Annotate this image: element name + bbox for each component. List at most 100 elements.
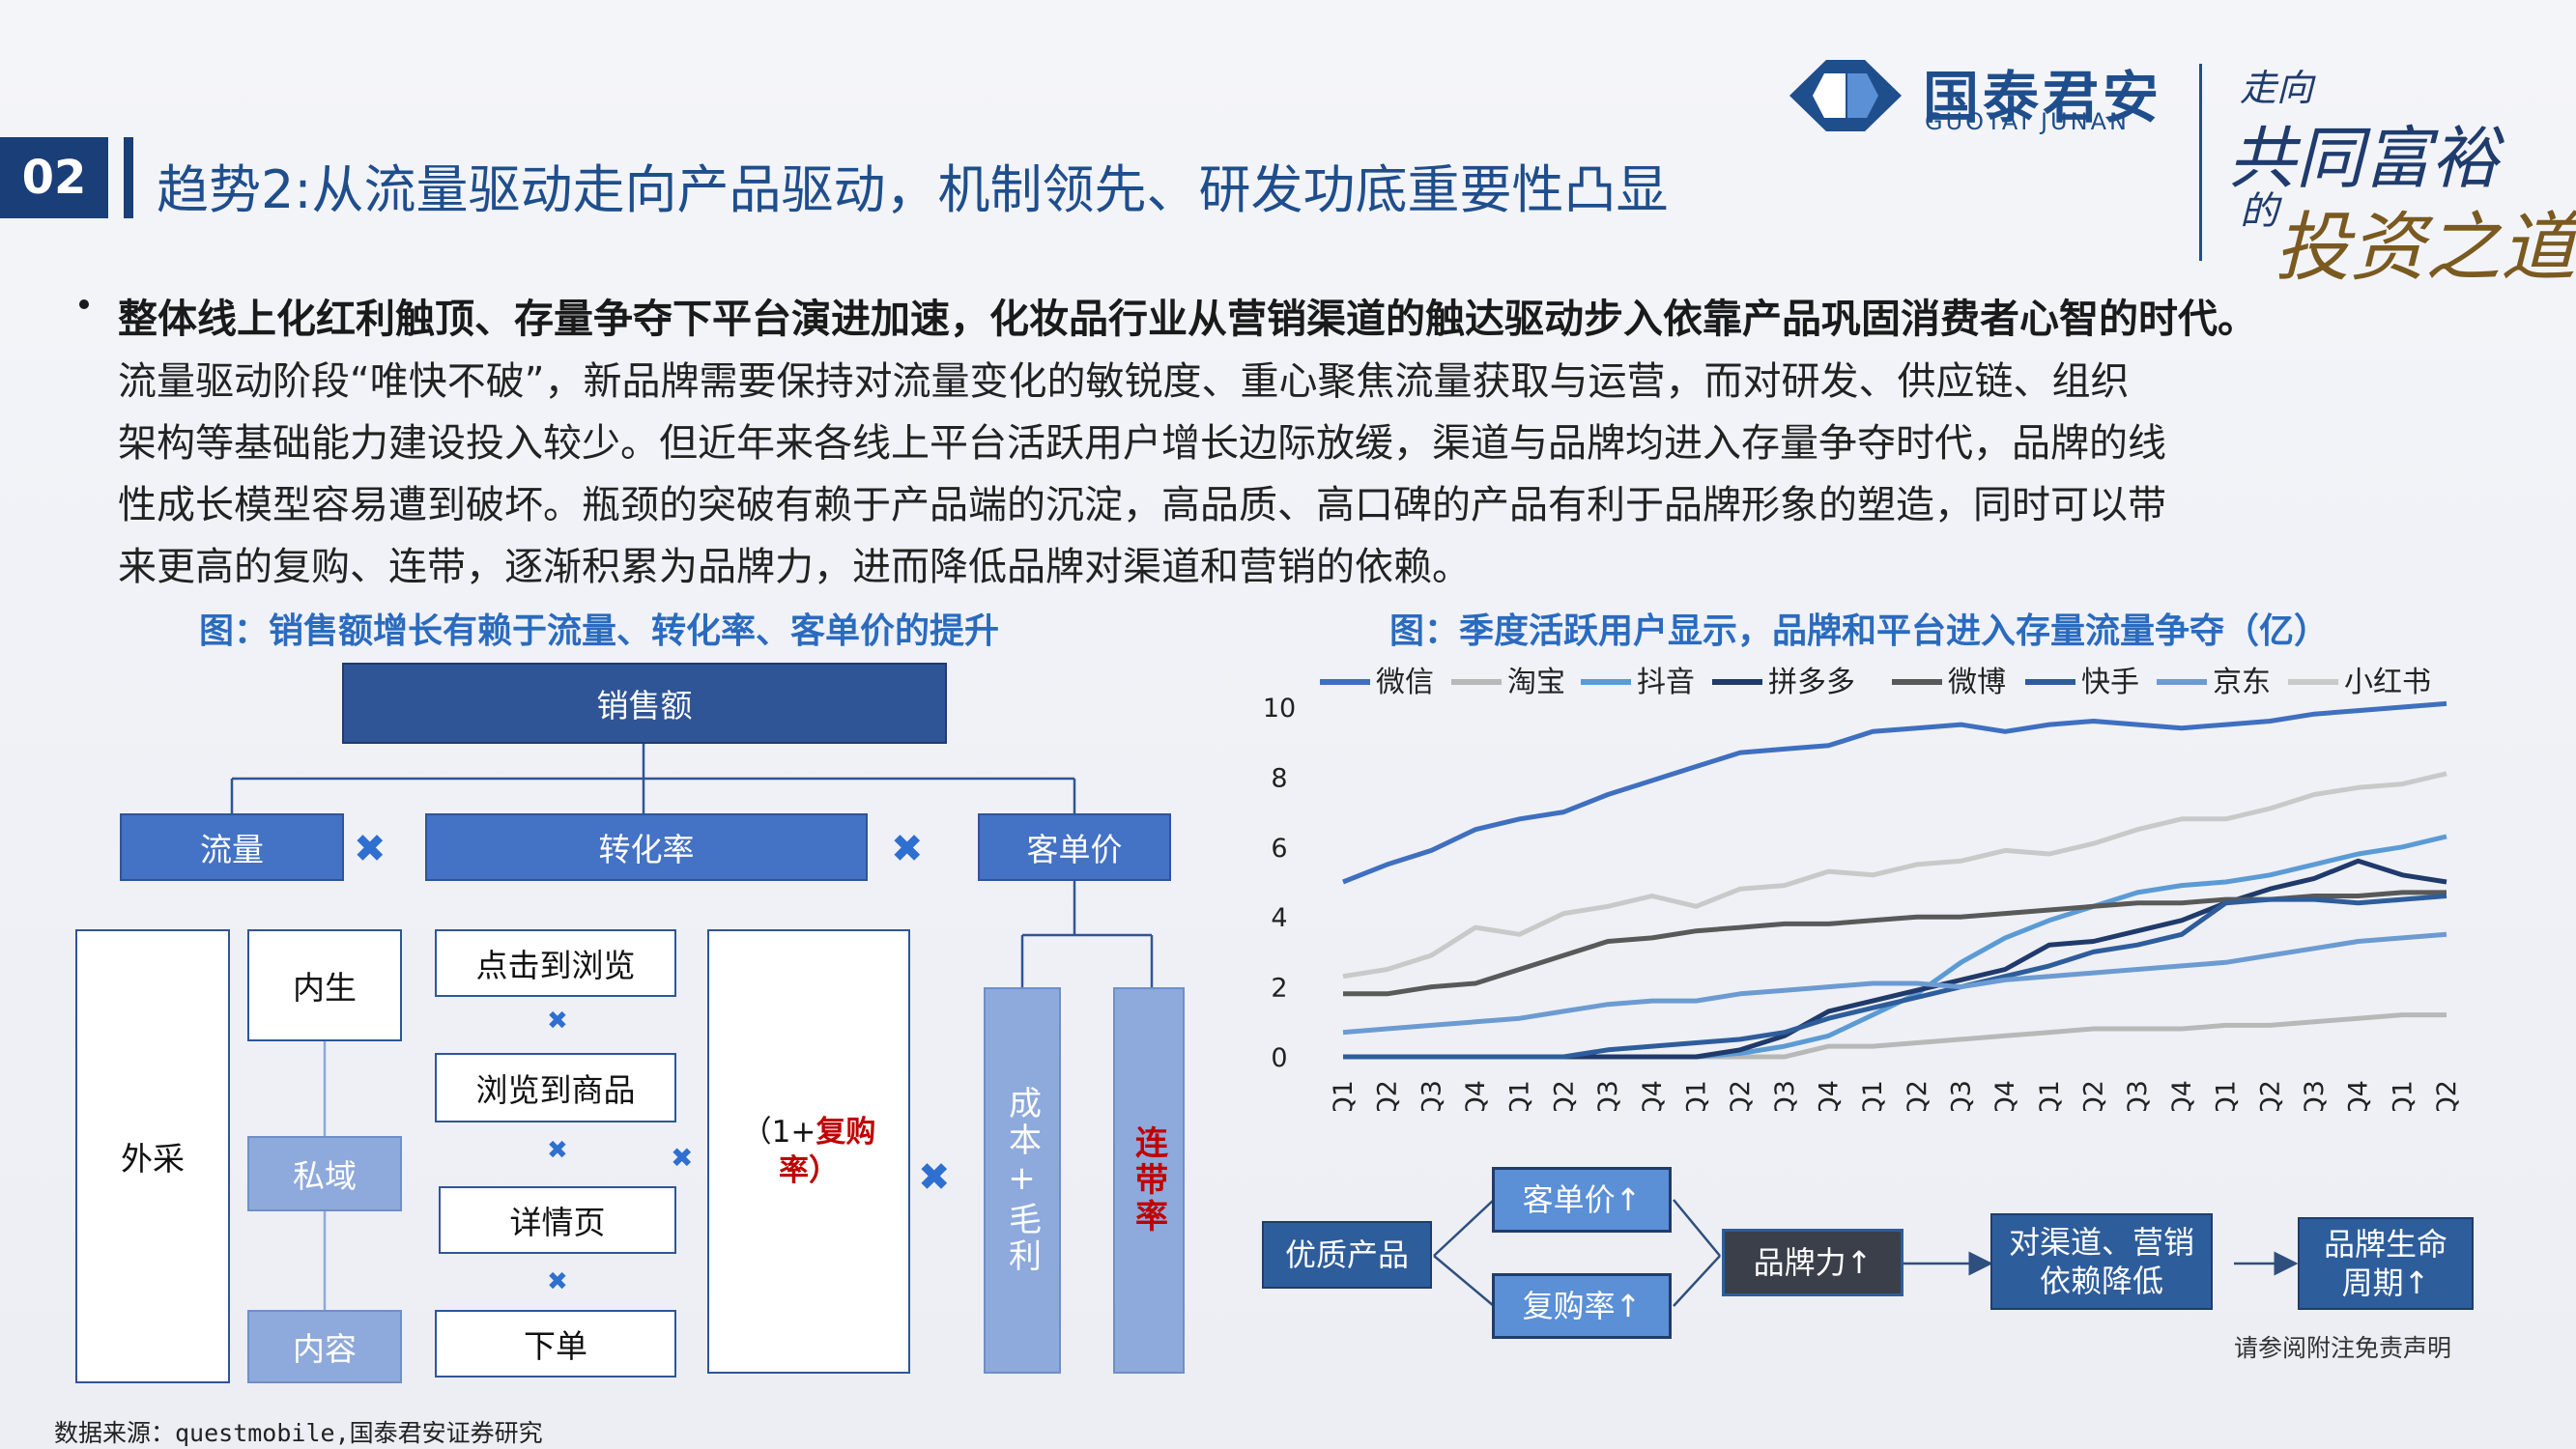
chart-legend: 微信 淘宝 抖音 拼多多 微博 快手 京东 小红书: [1320, 666, 2431, 699]
sales-label: 销售额: [596, 687, 693, 724]
content-label: 内容: [293, 1330, 357, 1368]
x-tick-label: 18Q2: [1903, 1080, 1932, 1111]
aov-label: 客单价: [1026, 831, 1123, 868]
legend-label: 微博: [1948, 666, 2006, 699]
less-dependence-box: 对渠道、营销依赖降低: [1990, 1213, 2213, 1310]
x-tick-label: 18Q1: [1858, 1080, 1888, 1111]
logo-text-english: GUOTAI JUNAN: [1925, 108, 2130, 135]
multiply-icon: ✖: [354, 827, 386, 871]
x-tick-label: 19Q3: [2123, 1080, 2153, 1111]
right-figure-caption: 图：季度活跃用户显示，品牌和平台进入存量流量争夺（亿）: [1389, 611, 2330, 651]
legend-label: 淘宝: [1507, 666, 1565, 699]
brand-power-up-label: 品牌力↑: [1753, 1244, 1873, 1281]
title-accent-bar: [124, 137, 133, 218]
x-tick-label: 19Q2: [2079, 1080, 2109, 1111]
x-tick-label: 15Q1: [1329, 1080, 1359, 1111]
y-tick-label: 4: [1271, 903, 1287, 933]
series-line-快手: [1343, 894, 2447, 1060]
traffic-label: 流量: [200, 831, 264, 868]
repurchase-box: （1+复购 率）: [707, 929, 910, 1374]
internal-label: 内生: [293, 969, 357, 1007]
flow-connectors: [1433, 1199, 2299, 1307]
sales-box: 销售额: [342, 663, 947, 744]
legend-label: 小红书: [2344, 666, 2431, 699]
slogan-top: 走向: [2240, 67, 2314, 109]
browse-to-product-box: 浏览到商品: [435, 1053, 676, 1122]
external-box: 外采: [75, 929, 230, 1383]
lifecycle-up-label: 品牌生命周期↑: [2323, 1226, 2447, 1301]
detail-page-box: 详情页: [439, 1186, 676, 1254]
private-domain-box: 私域: [247, 1136, 402, 1211]
aov-up-label: 客单价↑: [1522, 1181, 1642, 1218]
page-title: 趋势2:从流量驱动走向产品驱动，机制领先、研发功底重要性凸显: [157, 159, 1669, 220]
cost-margin-label: 成本+毛利: [1002, 1086, 1042, 1275]
disclaimer-note: 请参阅附注免责声明: [2234, 1334, 2452, 1362]
x-tick-label: 17Q1: [1681, 1080, 1711, 1111]
external-label: 外采: [121, 1140, 185, 1178]
x-tick-label: 21Q1: [2388, 1080, 2418, 1111]
quality-product-box: 优质产品: [1262, 1221, 1432, 1289]
section-number-badge: 02: [0, 137, 108, 218]
x-tick-label: 16Q2: [1549, 1080, 1579, 1111]
body-line: 架构等基础能力建设投入较少。但近年来各线上平台活跃用户增长边际放缓，渠道与品牌均…: [118, 421, 2166, 466]
slogan-small: 的: [2240, 189, 2278, 234]
x-tick-label: 21Q2: [2432, 1080, 2462, 1111]
click-to-browse-label: 点击到浏览: [475, 947, 636, 984]
series-line-微博: [1343, 890, 2447, 997]
attach-rate-box: 连带率: [1113, 987, 1185, 1374]
repurchase-suffix: 率）: [778, 1153, 839, 1188]
x-tick-label: 17Q4: [1814, 1080, 1844, 1111]
order-box: 下单: [435, 1310, 676, 1378]
y-tick-label: 6: [1271, 834, 1287, 864]
repurchase-up-label: 复购率↑: [1522, 1288, 1642, 1324]
x-tick-label: 15Q3: [1417, 1080, 1446, 1111]
aov-box: 客单价: [978, 813, 1171, 881]
y-tick-label: 2: [1271, 974, 1287, 1004]
multiply-icon: ✖: [547, 1267, 568, 1296]
multiply-icon: ✖: [547, 1136, 568, 1165]
x-tick-label: 20Q3: [2300, 1080, 2330, 1111]
series-line-微信: [1342, 700, 2447, 885]
order-label: 下单: [524, 1327, 587, 1365]
aov-up-box: 客单价↑: [1492, 1167, 1672, 1233]
repurchase-word: 复购: [816, 1114, 876, 1150]
x-tick-label: 15Q2: [1373, 1080, 1403, 1111]
x-tick-label: 19Q4: [2167, 1080, 2197, 1111]
body-line: 性成长模型容易遭到破坏。瓶颈的突破有赖于产品端的沉淀，高品质、高口碑的产品有利于…: [118, 483, 2166, 527]
logo-text-chinese: 国泰君安: [1923, 65, 2163, 130]
less-dependence-label: 对渠道、营销依赖降低: [2008, 1224, 2194, 1299]
legend-label: 微信: [1376, 666, 1434, 699]
series-line-小红书: [1342, 771, 2447, 980]
repurchase-up-box: 复购率↑: [1492, 1273, 1672, 1339]
slogan-main: 共同富裕: [2228, 119, 2499, 198]
body-line: 来更高的复购、连带，逐渐积累为品牌力，进而降低品牌对渠道和营销的依赖。: [118, 545, 1471, 589]
left-figure-caption: 图：销售额增长有赖于流量、转化率、客单价的提升: [199, 611, 1000, 651]
x-tick-label: 18Q3: [1947, 1080, 1977, 1111]
brand-power-up-box: 品牌力↑: [1722, 1229, 1903, 1296]
legend-label: 拼多多: [1768, 666, 1855, 699]
traffic-box: 流量: [120, 813, 344, 881]
private-domain-label: 私域: [293, 1157, 357, 1195]
x-tick-label: 17Q2: [1726, 1080, 1756, 1111]
chart-y-axis: 0 2 4 6 8 10: [1263, 694, 1296, 1073]
lifecycle-up-box: 品牌生命周期↑: [2298, 1217, 2474, 1310]
series-line-京东: [1342, 931, 2447, 1036]
multiply-icon: ✖: [918, 1155, 951, 1200]
x-tick-label: 16Q1: [1505, 1080, 1535, 1111]
repurchase-prefix: （1+: [741, 1114, 816, 1150]
multiply-icon: ✖: [891, 827, 924, 871]
internal-box: 内生: [247, 929, 402, 1041]
x-tick-label: 19Q1: [2035, 1080, 2065, 1111]
bullet-dot: [79, 299, 89, 309]
x-tick-label: 18Q4: [1990, 1080, 2020, 1111]
legend-label: 京东: [2213, 666, 2271, 699]
conversion-box: 转化率: [425, 813, 868, 881]
attach-rate-label: 连带率: [1129, 1125, 1168, 1236]
multiply-icon: ✖: [547, 1007, 568, 1036]
data-source-note: 数据来源：questmobile,国泰君安证券研究: [54, 1419, 543, 1447]
slogan-end: 投资之道: [2275, 205, 2576, 292]
y-tick-label: 0: [1271, 1043, 1287, 1073]
body-line: 流量驱动阶段“唯快不破”，新品牌需要保持对流量变化的敏锐度、重心聚焦流量获取与运…: [118, 359, 2130, 404]
detail-page-label: 详情页: [509, 1204, 606, 1241]
bullet-lead-text: 整体线上化红利触顶、存量争夺下平台演进加速，化妆品行业从营销渠道的触达驱动步入依…: [118, 296, 2257, 342]
